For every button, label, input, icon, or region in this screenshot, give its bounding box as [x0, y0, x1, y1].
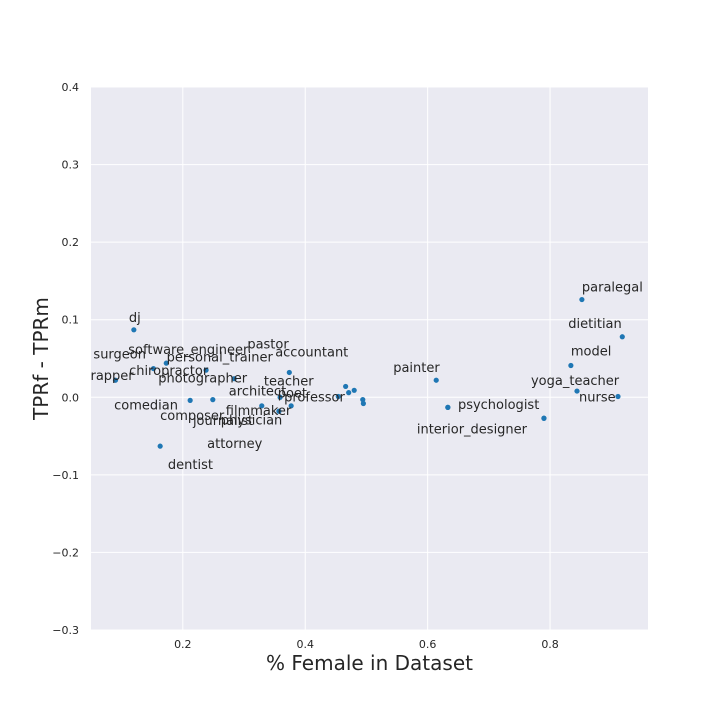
- data-point: [210, 397, 216, 403]
- y-tick-label: −0.3: [52, 624, 79, 637]
- data-point: [351, 387, 357, 393]
- point-label: dj: [129, 311, 141, 326]
- point-label: paralegal: [582, 281, 643, 296]
- data-point: [343, 383, 349, 390]
- point-label: surgeon: [93, 348, 146, 363]
- point-label: nurse: [579, 391, 616, 406]
- y-tick-label: 0.1: [62, 314, 80, 327]
- data-point: [541, 415, 547, 421]
- point-label: interior_designer: [417, 422, 528, 437]
- x-tick-labels: 0.2 0.4 0.6 0.8: [174, 638, 559, 651]
- point-label: painter: [393, 361, 440, 376]
- data-point: [579, 296, 585, 303]
- data-point: [276, 408, 282, 414]
- data-point: [150, 365, 157, 372]
- data-point: [286, 369, 292, 376]
- y-tick-labels: −0.3 −0.2 −0.1 0.0 0.1 0.2 0.3 0.4: [52, 81, 79, 637]
- x-tick-label: 0.8: [541, 638, 559, 651]
- point-label: comedian: [114, 398, 178, 413]
- point-label: software_engineer: [128, 343, 249, 358]
- data-point: [568, 362, 574, 369]
- point-label: physician: [221, 414, 283, 429]
- data-point: [346, 390, 352, 396]
- data-point: [288, 403, 294, 409]
- point-label: teacher: [264, 374, 314, 389]
- y-tick-label: 0.2: [62, 236, 80, 249]
- y-tick-label: −0.2: [52, 546, 79, 559]
- point-label: architect: [229, 385, 286, 400]
- y-tick-label: 0.3: [62, 159, 80, 172]
- point-label: dentist: [168, 458, 213, 473]
- data-point: [619, 334, 625, 340]
- data-point: [259, 403, 265, 409]
- x-tick-label: 0.2: [174, 638, 192, 651]
- grid-lines: [91, 86, 648, 631]
- point-label: professor: [284, 390, 345, 405]
- y-tick-label: −0.1: [52, 469, 79, 482]
- data-point: [157, 443, 163, 449]
- point-label: psychologist: [458, 398, 539, 413]
- plot-area: [91, 87, 648, 630]
- data-point: [231, 376, 237, 382]
- y-tick-label: 0.4: [62, 81, 80, 94]
- point-label: rapper: [90, 369, 134, 384]
- point-label: attorney: [207, 437, 262, 452]
- y-tick-label: 0.0: [62, 391, 80, 404]
- data-point: [615, 393, 621, 400]
- x-tick-label: 0.6: [419, 638, 437, 651]
- data-point: [203, 367, 209, 373]
- point-label: chiropractor: [129, 364, 209, 379]
- point-label: personal_trainer: [167, 350, 274, 365]
- data-point: [131, 327, 137, 333]
- point-label: poet: [278, 387, 307, 402]
- x-tick-label: 0.4: [296, 638, 314, 651]
- point-label: photographer: [158, 372, 248, 387]
- data-point: [445, 404, 451, 410]
- point-label: yoga_teacher: [531, 374, 620, 389]
- x-axis-label: % Female in Dataset: [266, 651, 473, 675]
- data-point: [360, 400, 366, 407]
- point-label: composer: [160, 409, 225, 424]
- data-point: [433, 377, 439, 383]
- data-point: [112, 377, 119, 383]
- y-axis-label: TPRf - TPRm: [29, 297, 53, 421]
- point-label: model: [571, 344, 611, 359]
- point-label: filmmaker: [226, 404, 292, 419]
- data-point: [187, 397, 193, 403]
- data-point: [277, 394, 283, 400]
- point-label: accountant: [275, 345, 348, 360]
- point-label: pastor: [247, 337, 289, 352]
- data-points: [112, 296, 625, 449]
- point-label: dietitian: [568, 317, 622, 332]
- data-point: [360, 397, 366, 403]
- point-labels: dj software_engineersurgeonchiropractorra…: [90, 281, 642, 474]
- data-point: [163, 360, 169, 366]
- data-point: [574, 388, 580, 394]
- point-label: journalist: [192, 414, 253, 429]
- data-point: [335, 393, 341, 400]
